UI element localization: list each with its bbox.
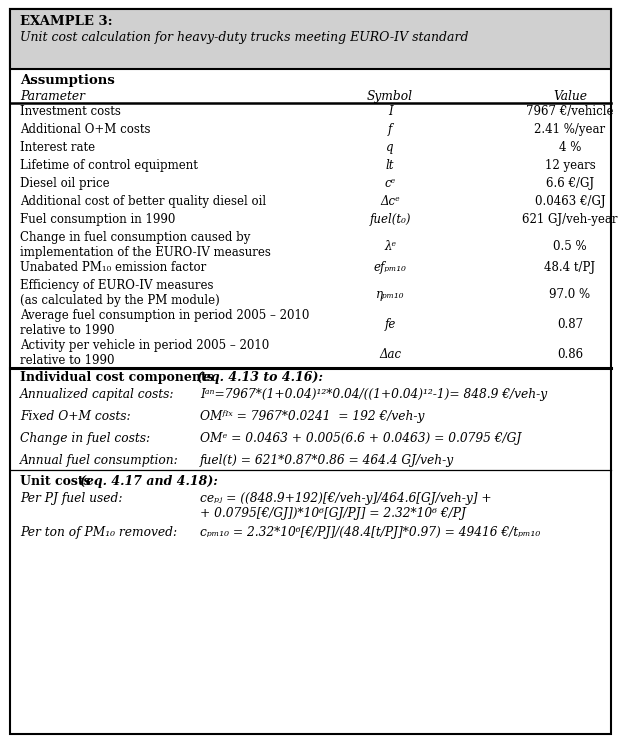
Text: Average fuel consumption in period 2005 – 2010
relative to 1990: Average fuel consumption in period 2005 …: [20, 309, 309, 337]
Text: Activity per vehicle in period 2005 – 2010
relative to 1990: Activity per vehicle in period 2005 – 20…: [20, 339, 270, 367]
Text: 6.6 €/GJ: 6.6 €/GJ: [546, 177, 594, 190]
Text: Additional O+M costs: Additional O+M costs: [20, 123, 150, 136]
Text: (eq. 4.13 to 4.16):: (eq. 4.13 to 4.16):: [197, 371, 323, 384]
Text: efₚₘ₁₀: efₚₘ₁₀: [374, 261, 406, 274]
Text: Diesel oil price: Diesel oil price: [20, 177, 110, 190]
Text: Efficiency of EURO-IV measures
(as calculated by the PM module): Efficiency of EURO-IV measures (as calcu…: [20, 279, 220, 307]
Text: OMᶠᴵˣ = 7967*0.0241  = 192 €/veh-y: OMᶠᴵˣ = 7967*0.0241 = 192 €/veh-y: [200, 410, 424, 423]
Text: fuel(t) = 621*0.87*0.86 = 464.4 GJ/veh-y: fuel(t) = 621*0.87*0.86 = 464.4 GJ/veh-y: [200, 454, 454, 467]
Text: 4 %: 4 %: [559, 141, 581, 154]
Text: Per PJ fuel used:: Per PJ fuel used:: [20, 492, 122, 505]
Text: Change in fuel costs:: Change in fuel costs:: [20, 432, 150, 445]
Text: (eq. 4.17 and 4.18):: (eq. 4.17 and 4.18):: [80, 475, 218, 488]
Text: lt: lt: [386, 159, 394, 172]
Text: Unit costs: Unit costs: [20, 475, 95, 488]
Text: ceₚⱼ = ((848.9+192)[€/veh-y]/464.6[GJ/veh-y] +
+ 0.0795[€/GJ])*10⁶[GJ/PJ] = 2.32: ceₚⱼ = ((848.9+192)[€/veh-y]/464.6[GJ/ve…: [200, 492, 492, 520]
Text: f: f: [388, 123, 392, 136]
Text: Investment costs: Investment costs: [20, 105, 121, 118]
Text: Iᵃⁿ=7967*(1+0.04)¹²*0.04/((1+0.04)¹²-1)= 848.9 €/veh-y: Iᵃⁿ=7967*(1+0.04)¹²*0.04/((1+0.04)¹²-1)=…: [200, 388, 547, 401]
Text: Change in fuel consumption caused by
implementation of the EURO-IV measures: Change in fuel consumption caused by imp…: [20, 231, 271, 259]
Text: Lifetime of control equipment: Lifetime of control equipment: [20, 159, 198, 172]
Text: q: q: [386, 141, 394, 154]
Text: Unabated PM₁₀ emission factor: Unabated PM₁₀ emission factor: [20, 261, 206, 274]
Text: 0.0463 €/GJ: 0.0463 €/GJ: [535, 195, 605, 208]
Text: 12 years: 12 years: [545, 159, 596, 172]
Text: Additional cost of better quality diesel oil: Additional cost of better quality diesel…: [20, 195, 266, 208]
Text: fe: fe: [384, 318, 396, 331]
Text: 7967 €/vehicle: 7967 €/vehicle: [526, 105, 614, 118]
Text: Fixed O+M costs:: Fixed O+M costs:: [20, 410, 130, 423]
Text: 621 GJ/veh-year: 621 GJ/veh-year: [522, 213, 618, 226]
Text: I: I: [388, 105, 392, 118]
Text: λᵉ: λᵉ: [384, 240, 396, 253]
Text: Fuel consumption in 1990: Fuel consumption in 1990: [20, 213, 175, 226]
Text: Assumptions: Assumptions: [20, 74, 115, 87]
Text: EXAMPLE 3:: EXAMPLE 3:: [20, 15, 112, 28]
Bar: [10, 9, 611, 69]
Text: Interest rate: Interest rate: [20, 141, 95, 154]
Text: Per ton of PM₁₀ removed:: Per ton of PM₁₀ removed:: [20, 526, 177, 539]
Text: cₚₘ₁₀ = 2.32*10⁶[€/PJ]/(48.4[t/PJ]*0.97) = 49416 €/tₚₘ₁₀: cₚₘ₁₀ = 2.32*10⁶[€/PJ]/(48.4[t/PJ]*0.97)…: [200, 526, 540, 539]
Text: 48.4 t/PJ: 48.4 t/PJ: [545, 261, 596, 274]
Text: Δac: Δac: [379, 348, 401, 361]
Text: 0.87: 0.87: [557, 318, 583, 331]
Text: ηₚₘ₁₀: ηₚₘ₁₀: [376, 288, 404, 301]
Text: Annualized capital costs:: Annualized capital costs:: [20, 388, 175, 401]
Text: OMᵉ = 0.0463 + 0.005(6.6 + 0.0463) = 0.0795 €/GJ: OMᵉ = 0.0463 + 0.005(6.6 + 0.0463) = 0.0…: [200, 432, 521, 445]
Text: 0.86: 0.86: [557, 348, 583, 361]
Text: Parameter: Parameter: [20, 90, 85, 103]
Text: Annual fuel consumption:: Annual fuel consumption:: [20, 454, 179, 467]
Text: 97.0 %: 97.0 %: [550, 288, 591, 301]
Text: 0.5 %: 0.5 %: [553, 240, 587, 253]
Text: Δcᵉ: Δcᵉ: [380, 195, 400, 208]
Text: cᵉ: cᵉ: [384, 177, 396, 190]
Text: Unit cost calculation for heavy-duty trucks meeting EURO-IV standard: Unit cost calculation for heavy-duty tru…: [20, 31, 468, 44]
Text: 2.41 %/year: 2.41 %/year: [535, 123, 605, 136]
Text: Symbol: Symbol: [367, 90, 413, 103]
Text: Value: Value: [553, 90, 587, 103]
Text: Individual cost components: Individual cost components: [20, 371, 218, 384]
Text: fuel(t₀): fuel(t₀): [369, 213, 410, 226]
